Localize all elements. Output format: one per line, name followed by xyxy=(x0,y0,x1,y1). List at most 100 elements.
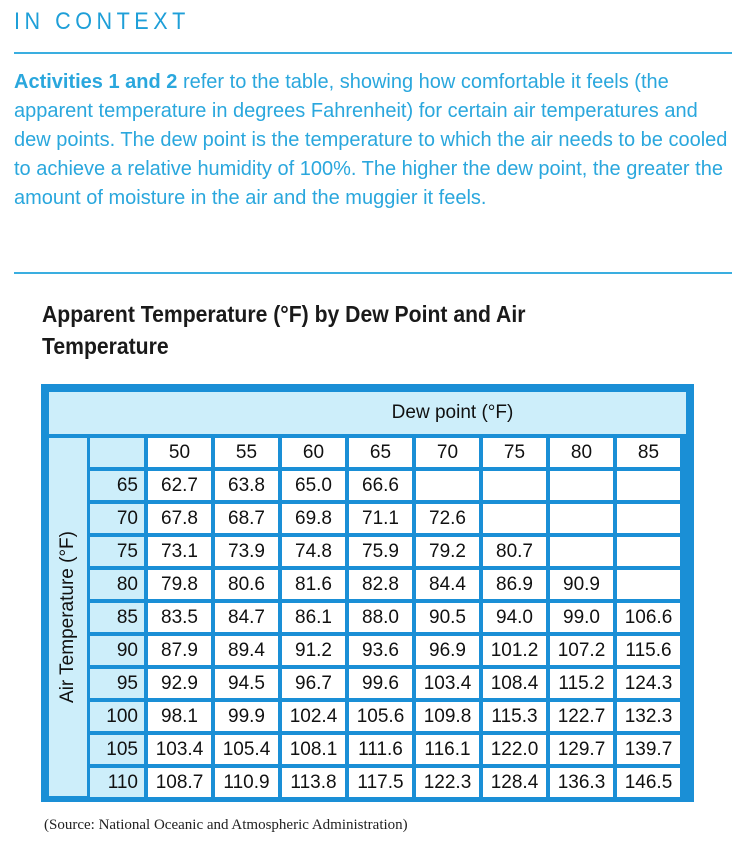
value-cell: 81.6 xyxy=(282,570,345,599)
table-row: 80 79.8 80.6 81.6 82.8 84.4 86.9 90.9 xyxy=(90,570,680,599)
air-temperature-label: Air Temperature (°F) xyxy=(57,531,78,703)
value-cell: 91.2 xyxy=(282,636,345,665)
value-cell: 116.1 xyxy=(416,735,479,764)
value-cell: 115.6 xyxy=(617,636,680,665)
value-cell xyxy=(550,537,613,566)
dew-point-header-cell: 60 xyxy=(282,438,345,467)
value-cell: 115.3 xyxy=(483,702,546,731)
value-cell: 83.5 xyxy=(148,603,211,632)
value-cell xyxy=(550,504,613,533)
value-cell: 63.8 xyxy=(215,471,278,500)
value-cell: 101.2 xyxy=(483,636,546,665)
air-temperature-cell: 105 xyxy=(90,735,144,764)
dew-point-label: Dew point (°F) xyxy=(391,402,514,423)
value-cell: 124.3 xyxy=(617,669,680,698)
value-cell: 146.5 xyxy=(617,768,680,797)
value-cell xyxy=(617,471,680,500)
value-cell: 93.6 xyxy=(349,636,412,665)
value-cell xyxy=(483,471,546,500)
value-cell: 86.1 xyxy=(282,603,345,632)
header-row: 50 55 60 65 70 75 80 85 xyxy=(90,438,680,467)
value-cell: 84.4 xyxy=(416,570,479,599)
value-cell: 108.4 xyxy=(483,669,546,698)
table-row: 95 92.9 94.5 96.7 99.6 103.4 108.4 115.2 124.3 xyxy=(90,669,680,698)
value-cell: 79.2 xyxy=(416,537,479,566)
value-cell: 132.3 xyxy=(617,702,680,731)
table-row: 110 108.7 110.9 113.8 117.5 122.3 128.4 136.3 14… xyxy=(90,768,680,797)
value-cell: 113.8 xyxy=(282,768,345,797)
value-cell xyxy=(617,570,680,599)
dew-point-header-cell: 85 xyxy=(617,438,680,467)
intro-paragraph: Activities 1 and 2 refer to the table, s… xyxy=(14,68,732,213)
value-cell: 107.2 xyxy=(550,636,613,665)
corner-cell xyxy=(90,438,144,467)
value-cell: 129.7 xyxy=(550,735,613,764)
value-cell: 75.9 xyxy=(349,537,412,566)
value-cell: 87.9 xyxy=(148,636,211,665)
table-row: 105 103.4 105.4 108.1 111.6 116.1 122.0 129.7 13… xyxy=(90,735,680,764)
air-temperature-cell: 100 xyxy=(90,702,144,731)
value-cell: 80.7 xyxy=(483,537,546,566)
dew-point-header-cell: 80 xyxy=(550,438,613,467)
dew-point-header-cell: 55 xyxy=(215,438,278,467)
value-cell: 69.8 xyxy=(282,504,345,533)
value-cell: 62.7 xyxy=(148,471,211,500)
dew-point-header-cell: 70 xyxy=(416,438,479,467)
value-cell: 96.7 xyxy=(282,669,345,698)
value-cell: 111.6 xyxy=(349,735,412,764)
value-cell: 96.9 xyxy=(416,636,479,665)
value-cell: 80.6 xyxy=(215,570,278,599)
air-temperature-cell: 110 xyxy=(90,768,144,797)
value-cell: 117.5 xyxy=(349,768,412,797)
value-cell: 65.0 xyxy=(282,471,345,500)
top-divider xyxy=(14,52,732,54)
value-cell: 72.6 xyxy=(416,504,479,533)
value-cell: 66.6 xyxy=(349,471,412,500)
value-cell: 68.7 xyxy=(215,504,278,533)
air-temperature-cell: 95 xyxy=(90,669,144,698)
value-cell: 79.8 xyxy=(148,570,211,599)
section-label: IN CONTEXT xyxy=(14,8,190,35)
value-cell: 74.8 xyxy=(282,537,345,566)
value-cell: 105.4 xyxy=(215,735,278,764)
value-cell: 73.1 xyxy=(148,537,211,566)
table-row: 70 67.8 68.7 69.8 71.1 72.6 xyxy=(90,504,680,533)
row-group-header xyxy=(49,438,87,796)
apparent-temperature-table: 50 55 60 65 70 75 80 85 65 62.7 63.8 65.0 66.6 70 67.8… xyxy=(86,434,684,801)
air-temperature-cell: 90 xyxy=(90,636,144,665)
column-group-header: Dew point (°F) xyxy=(49,392,686,434)
value-cell: 94.0 xyxy=(483,603,546,632)
intro-text: refer to the table, showing how comforta… xyxy=(14,71,728,209)
value-cell xyxy=(617,504,680,533)
value-cell: 103.4 xyxy=(148,735,211,764)
dew-point-header-cell: 50 xyxy=(148,438,211,467)
value-cell: 99.6 xyxy=(349,669,412,698)
value-cell: 139.7 xyxy=(617,735,680,764)
table-row: 75 73.1 73.9 74.8 75.9 79.2 80.7 xyxy=(90,537,680,566)
value-cell xyxy=(617,537,680,566)
value-cell: 94.5 xyxy=(215,669,278,698)
table-row: 65 62.7 63.8 65.0 66.6 xyxy=(90,471,680,500)
table-title: Apparent Temperature (°F) by Dew Point a… xyxy=(42,301,526,359)
table-row: 85 83.5 84.7 86.1 88.0 90.5 94.0 99.0 106.6 xyxy=(90,603,680,632)
value-cell: 67.8 xyxy=(148,504,211,533)
table-row: 90 87.9 89.4 91.2 93.6 96.9 101.2 107.2 115.6 xyxy=(90,636,680,665)
dew-point-header-cell: 65 xyxy=(349,438,412,467)
value-cell xyxy=(550,471,613,500)
value-cell: 122.7 xyxy=(550,702,613,731)
air-temperature-cell: 70 xyxy=(90,504,144,533)
value-cell: 110.9 xyxy=(215,768,278,797)
air-temperature-cell: 80 xyxy=(90,570,144,599)
value-cell: 106.6 xyxy=(617,603,680,632)
air-temperature-cell: 65 xyxy=(90,471,144,500)
value-cell: 99.0 xyxy=(550,603,613,632)
value-cell: 103.4 xyxy=(416,669,479,698)
value-cell: 90.5 xyxy=(416,603,479,632)
value-cell: 109.8 xyxy=(416,702,479,731)
dew-point-header-cell: 75 xyxy=(483,438,546,467)
value-cell xyxy=(483,504,546,533)
value-cell: 86.9 xyxy=(483,570,546,599)
value-cell xyxy=(416,471,479,500)
value-cell: 98.1 xyxy=(148,702,211,731)
value-cell: 108.1 xyxy=(282,735,345,764)
